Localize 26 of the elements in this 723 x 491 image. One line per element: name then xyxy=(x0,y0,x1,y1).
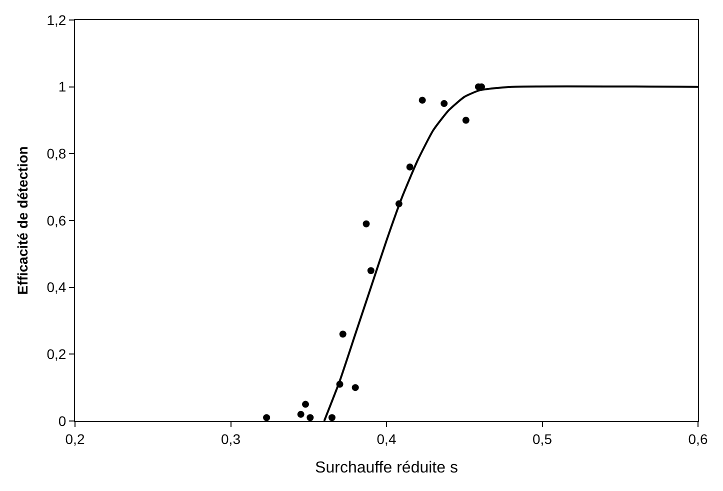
x-tick-label: 0,5 xyxy=(532,430,552,447)
y-axis-title: Efficacité de détection xyxy=(14,146,30,295)
y-tick-label: 1,2 xyxy=(46,12,66,28)
point xyxy=(328,414,336,421)
point xyxy=(418,96,426,104)
y-tick-label: 0 xyxy=(58,412,66,429)
point xyxy=(406,164,414,171)
point xyxy=(440,100,448,108)
point xyxy=(352,384,359,392)
x-tick-label: 0,3 xyxy=(221,430,241,447)
point xyxy=(462,116,470,124)
y-tick-label: 1 xyxy=(58,78,66,95)
y-tick-label: 0,2 xyxy=(46,346,66,362)
x-axis-title: Surchauffe réduite s xyxy=(315,460,458,476)
x-tick-label: 0,6 xyxy=(688,430,708,447)
point xyxy=(302,400,310,408)
y-tick-label: 0,4 xyxy=(46,279,66,296)
point xyxy=(306,414,314,421)
point xyxy=(297,410,304,418)
point xyxy=(367,267,374,274)
x-tick-label: 0,4 xyxy=(376,430,396,447)
y-tick-label: 0,6 xyxy=(46,212,66,228)
point xyxy=(263,414,270,421)
point xyxy=(362,220,370,228)
point xyxy=(339,330,346,338)
y-tick-label: 0,8 xyxy=(46,146,66,162)
